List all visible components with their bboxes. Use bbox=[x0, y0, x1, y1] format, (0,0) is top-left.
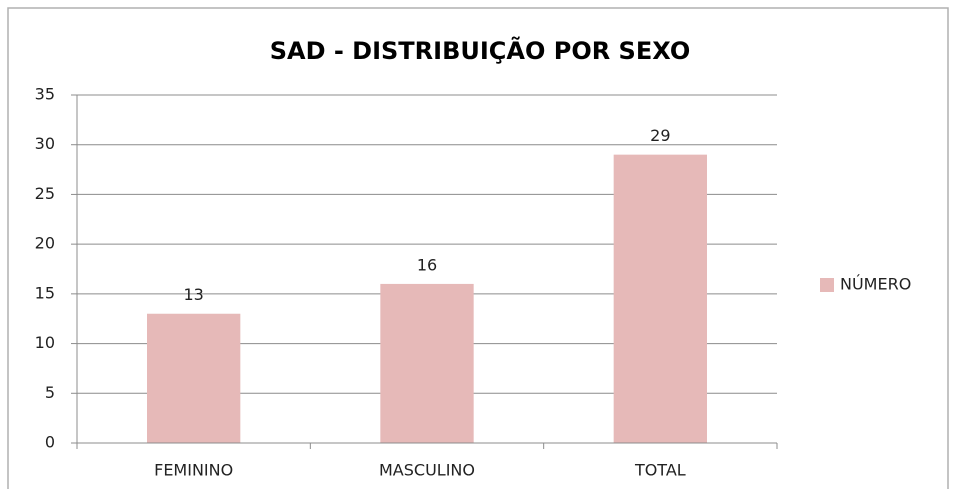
y-tick-label: 5 bbox=[45, 383, 55, 402]
x-tick-label: TOTAL bbox=[634, 461, 686, 480]
y-tick-label: 10 bbox=[35, 333, 55, 352]
data-label: 13 bbox=[183, 285, 203, 304]
data-label: 29 bbox=[650, 126, 670, 145]
y-tick-label: 30 bbox=[35, 134, 55, 153]
x-tick-label: FEMININO bbox=[154, 461, 233, 480]
y-tick-label: 0 bbox=[45, 433, 55, 452]
y-tick-label: 15 bbox=[35, 283, 55, 302]
bar bbox=[380, 283, 474, 443]
legend-label: NÚMERO bbox=[840, 275, 911, 294]
bar bbox=[613, 154, 707, 443]
chart-title: SAD - DISTRIBUIÇÃO POR SEXO bbox=[270, 36, 691, 65]
y-tick-label: 20 bbox=[35, 234, 55, 253]
legend-swatch bbox=[820, 278, 834, 292]
bar bbox=[147, 313, 241, 443]
y-tick-label: 35 bbox=[35, 85, 55, 104]
y-tick-label: 25 bbox=[35, 184, 55, 203]
x-tick-label: MASCULINO bbox=[379, 461, 475, 480]
data-label: 16 bbox=[417, 255, 437, 274]
